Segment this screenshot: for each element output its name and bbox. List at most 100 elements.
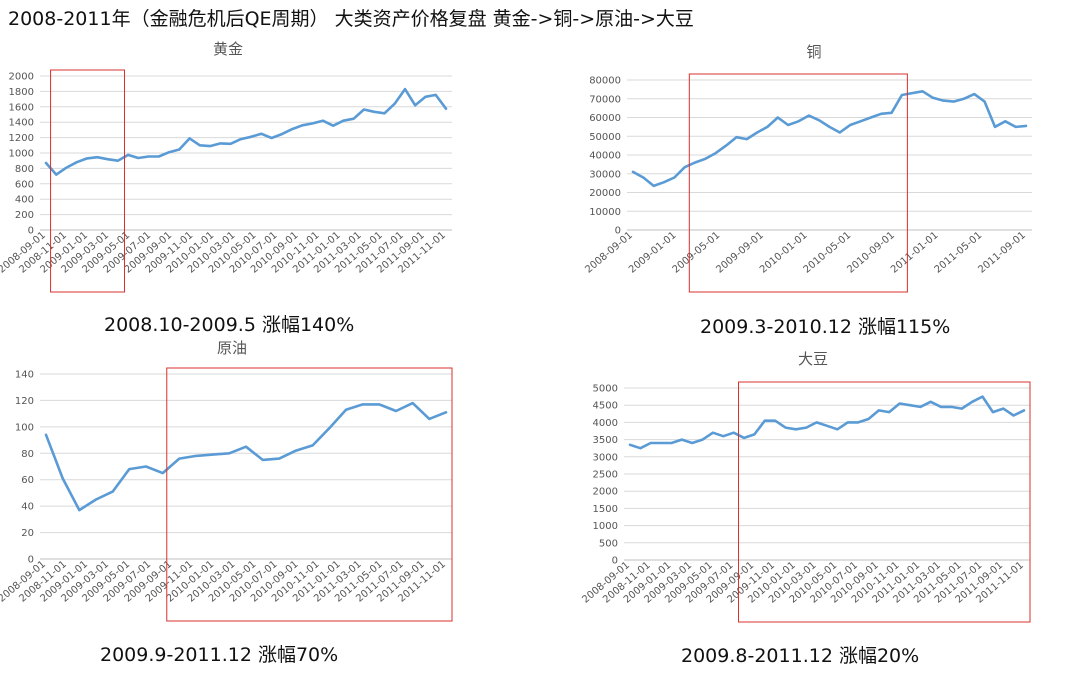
data-point (434, 93, 437, 96)
data-point (128, 468, 131, 471)
soy-panel: 大豆 0 500 1000 1500 2000 2500 3000 3500 4000 4500 50… (540, 338, 1080, 673)
x-tick-label: 2011-09-01 (976, 230, 1028, 276)
data-point (260, 132, 263, 135)
data-point (711, 431, 714, 434)
data-point (178, 148, 181, 151)
data-point (1014, 125, 1017, 128)
data-point (278, 457, 281, 460)
y-tick-label: 500 (599, 538, 618, 549)
data-point (414, 104, 417, 107)
data-point (86, 157, 88, 160)
y-tick-label: 2000 (9, 72, 34, 83)
highlight-box (50, 69, 126, 293)
data-point (145, 465, 147, 468)
data-point (373, 110, 376, 113)
y-tick-label: 4500 (593, 401, 618, 412)
data-point (295, 449, 297, 452)
oil-caption: 2009.9-2011.12 涨幅70% (100, 644, 339, 666)
data-point (639, 447, 642, 450)
soy-chart: 大豆 0 500 1000 1500 2000 2500 3000 3500 4000 4500 50… (580, 350, 1031, 623)
data-point (725, 144, 728, 147)
y-tick-label: 800 (15, 164, 34, 175)
data-point (846, 421, 849, 424)
data-point (1012, 414, 1015, 417)
data-point (836, 428, 839, 431)
data-point (1004, 120, 1007, 123)
y-tick-label: 50000 (589, 132, 621, 143)
gold-chart: 黄金02004006008001000120014001600180020002… (0, 40, 452, 293)
data-point (797, 120, 800, 123)
series-line (44, 401, 448, 512)
chart-title: 原油 (217, 339, 247, 357)
gold-caption: 2008.10-2009.5 涨幅140% (104, 314, 355, 336)
data-point (807, 114, 810, 117)
data-point (981, 395, 984, 398)
page-title: 2008-2011年（金融危机后QE周期） 大类资产价格复盘 黄金->铜->原油… (8, 8, 694, 30)
y-tick-label: 1500 (593, 504, 618, 515)
data-point (877, 409, 880, 412)
data-point (649, 442, 652, 444)
data-point (137, 157, 140, 159)
data-point (332, 124, 335, 127)
data-point (663, 181, 665, 184)
y-tick-label: 0 (28, 226, 34, 237)
data-point (890, 111, 893, 114)
highlight-box (738, 381, 1031, 623)
data-point (45, 433, 47, 436)
data-point (929, 400, 932, 403)
data-point (445, 411, 447, 414)
data-point (973, 93, 976, 96)
chart-title: 黄金 (213, 40, 243, 58)
y-tick-label: 20000 (589, 188, 621, 199)
y-tick-label: 40 (21, 502, 34, 513)
y-tick-label: 1200 (9, 133, 34, 144)
soy-caption: 2009.8-2011.12 涨幅20% (681, 645, 920, 667)
data-point (857, 421, 860, 424)
data-point (311, 444, 314, 447)
data-point (229, 142, 232, 145)
copper-caption: 2009.3-2010.12 涨幅115% (700, 316, 951, 338)
data-point (766, 125, 769, 128)
y-tick-label: 60000 (589, 113, 621, 124)
series-line (44, 87, 448, 176)
y-tick-label: 10000 (589, 207, 621, 218)
data-point (629, 443, 631, 446)
data-point (838, 131, 841, 134)
data-point (127, 153, 130, 156)
y-tick-label: 40000 (589, 151, 621, 162)
data-point (78, 509, 81, 512)
data-point (971, 400, 974, 403)
data-point (245, 445, 247, 448)
data-point (178, 457, 181, 460)
data-point (805, 426, 808, 429)
y-tick-label: 2500 (593, 470, 618, 481)
y-tick-label: 1600 (9, 102, 34, 113)
oil-panel: 原油 0 20 40 60 80 100 120 140 2008-09-01 2008-11-01… (0, 338, 540, 673)
data-point (815, 421, 818, 424)
data-point (428, 417, 431, 420)
data-point (250, 135, 253, 138)
data-point (211, 453, 214, 456)
data-point (116, 159, 119, 162)
data-point (950, 405, 953, 408)
y-tick-label: 400 (15, 195, 34, 206)
y-tick-label: 140 (15, 370, 34, 381)
data-point (147, 155, 150, 158)
data-point (261, 458, 264, 461)
data-point (714, 152, 717, 155)
data-point (908, 404, 911, 407)
series-line (631, 89, 1028, 188)
copper-panel: 铜 0 10000 20000 30000 40000 50000 60000 70000 800… (540, 34, 1080, 340)
data-point (867, 418, 870, 420)
data-point (362, 108, 365, 111)
data-point (660, 442, 663, 444)
data-point (219, 142, 222, 145)
y-tick-label: 60 (21, 475, 34, 486)
y-tick-label: 4000 (593, 418, 618, 429)
data-point (942, 99, 945, 102)
data-point (849, 124, 852, 126)
data-point (735, 136, 738, 139)
data-point (311, 122, 314, 125)
y-tick-label: 80 (21, 449, 34, 460)
data-point (1025, 124, 1027, 127)
